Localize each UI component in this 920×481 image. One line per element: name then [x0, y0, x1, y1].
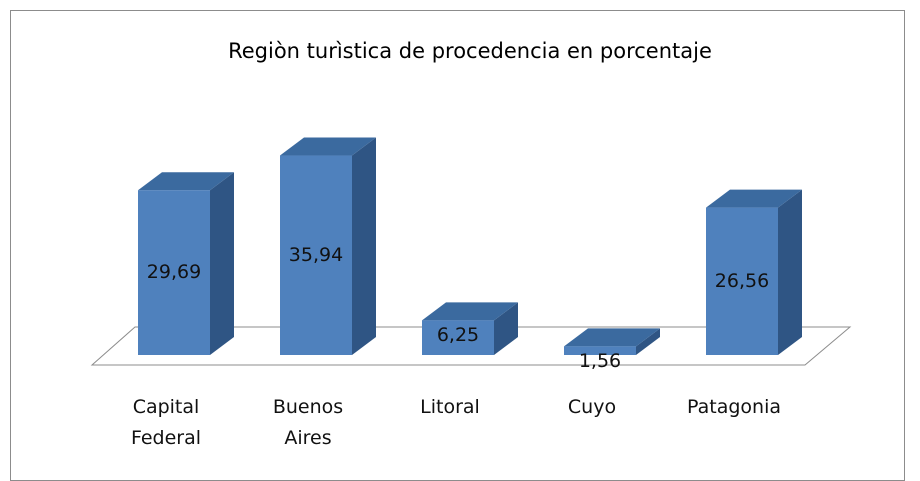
value-label: 6,25: [437, 324, 479, 346]
value-label: 35,94: [289, 244, 343, 266]
x-tick-label: Litoral: [420, 396, 480, 418]
bar: [138, 172, 234, 355]
bar-top: [706, 189, 802, 208]
bar-front: [564, 346, 636, 355]
value-label: 26,56: [715, 270, 769, 292]
bar: [564, 328, 660, 355]
bar-front: [706, 207, 778, 355]
bar-front: [422, 320, 494, 355]
value-label: 1,56: [579, 350, 621, 372]
x-tick-label: Cuyo: [567, 396, 617, 418]
bar-side: [210, 172, 234, 355]
x-tick-label: Buenos Aires: [272, 396, 344, 449]
value-label: 29,69: [147, 261, 201, 283]
bar-front: [138, 190, 210, 355]
bar-side: [494, 302, 518, 355]
bar-side: [778, 189, 802, 355]
bar: [280, 137, 376, 355]
bar-top: [422, 302, 518, 321]
bar: [422, 302, 518, 355]
bar-top: [564, 328, 660, 347]
x-tick-label: Capital Federal: [130, 396, 202, 449]
bar-top: [138, 172, 234, 191]
bar-top: [280, 137, 376, 156]
bar-side: [352, 137, 376, 355]
bar-side: [636, 328, 660, 355]
bar-front: [280, 155, 352, 355]
chart-title: Regiòn turìstica de procedencia en porce…: [228, 39, 712, 63]
x-tick-label: Patagonia: [687, 396, 781, 418]
bar: [706, 189, 802, 355]
